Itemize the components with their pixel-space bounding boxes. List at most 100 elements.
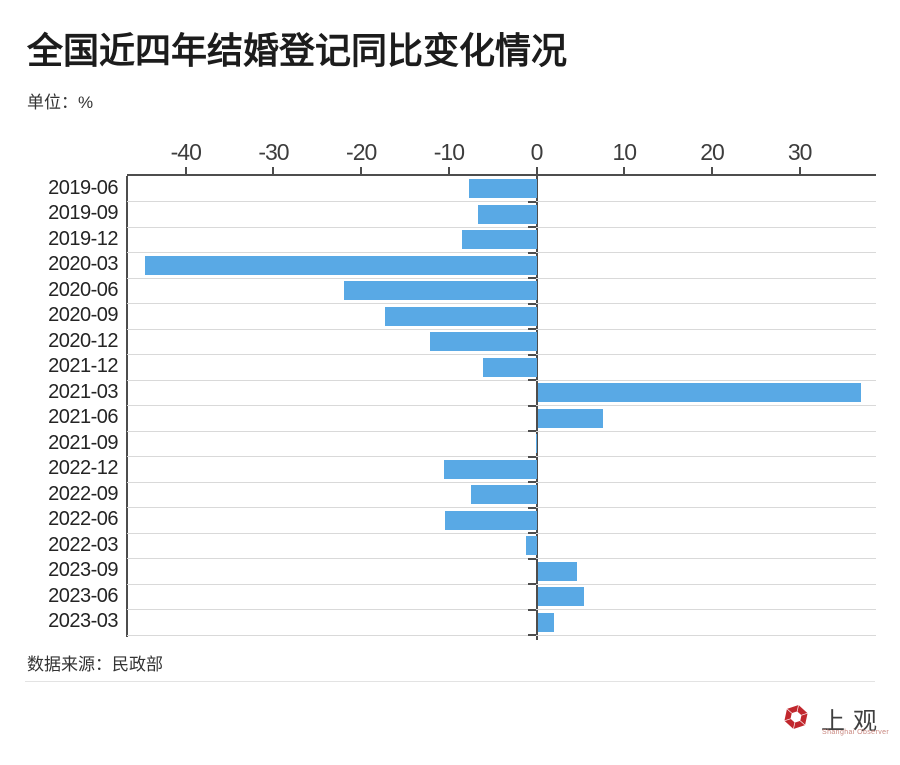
zero-axis-line: [535, 176, 538, 640]
zero-axis-tick: [527, 557, 536, 560]
x-tick-label: 0: [530, 139, 544, 165]
zero-axis-tick: [527, 379, 536, 381]
category-label: 2022-03: [48, 533, 118, 556]
zero-axis-tick: [527, 506, 536, 509]
zero-axis-tick: [527, 277, 536, 279]
x-axis-line: [127, 174, 876, 176]
x-tick-mark: [447, 167, 450, 174]
unit-label: 单位：%: [27, 93, 94, 112]
bar-2020-09: [384, 306, 537, 326]
x-tick-mark: [798, 167, 801, 174]
bar-2023-06: [537, 587, 585, 607]
left-spine: [126, 176, 128, 637]
zero-axis-tick: [527, 583, 536, 585]
bar-2020-03: [144, 255, 537, 275]
gridline: [127, 303, 876, 304]
category-label: 2021-12: [48, 355, 118, 378]
gridline: [127, 379, 876, 381]
category-label: 2023-03: [48, 610, 118, 633]
zero-axis-tick: [527, 251, 536, 254]
x-tick-label: 20: [700, 139, 725, 165]
category-label: 2019-09: [48, 202, 118, 225]
category-label: 2023-06: [48, 584, 118, 607]
bar-2023-09: [537, 561, 578, 581]
zero-axis-tick: [527, 353, 536, 356]
shanghai-observer-logo: 上观 Shanghai Observer: [783, 701, 889, 739]
gridline: [127, 252, 876, 253]
gridline: [127, 507, 876, 508]
bar-2020-06: [343, 281, 537, 301]
zero-axis-tick: [527, 532, 536, 534]
x-tick-label: 30: [787, 139, 813, 165]
category-label: 2022-12: [48, 457, 118, 480]
category-label: 2021-03: [48, 380, 118, 403]
bar-2023-03: [537, 612, 555, 632]
bar-2022-09: [470, 485, 537, 505]
category-label: 2020-09: [48, 304, 118, 327]
category-label: 2021-06: [48, 406, 118, 429]
bar-2022-06: [445, 510, 537, 530]
gridline: [127, 430, 876, 432]
category-label: 2021-09: [48, 431, 118, 454]
bar-2019-09: [477, 204, 537, 224]
bar-2022-12: [444, 459, 537, 479]
zero-axis-tick: [527, 226, 536, 228]
x-tick-label: -10: [433, 139, 465, 165]
zero-axis-tick: [527, 302, 536, 305]
category-label: 2022-06: [48, 508, 118, 531]
zero-axis-tick: [527, 481, 536, 483]
bar-2021-09: [535, 434, 537, 454]
category-label: 2020-12: [48, 329, 118, 352]
logo-hexagon-icon: [784, 704, 808, 730]
category-label: 2019-12: [48, 227, 118, 250]
category-label: 2019-06: [48, 176, 118, 199]
gridline: [127, 328, 876, 330]
gridline: [127, 609, 876, 610]
gridline: [127, 201, 876, 202]
zero-axis-tick: [527, 634, 536, 636]
gridline: [127, 405, 876, 406]
zero-axis-tick: [527, 200, 536, 203]
zero-axis-tick: [527, 430, 536, 432]
bar-2019-06: [469, 179, 537, 199]
bar-2021-12: [483, 357, 537, 377]
x-tick-label: 10: [612, 139, 637, 165]
page-title: 全国近四年结婚登记同比变化情况: [27, 30, 568, 71]
gridline: [127, 226, 876, 228]
bar-2021-03: [537, 383, 862, 403]
gridline: [127, 532, 876, 534]
category-label: 2023-09: [48, 559, 118, 582]
x-tick-mark: [535, 167, 538, 174]
gridline: [127, 354, 876, 355]
x-tick-mark: [184, 167, 187, 174]
x-tick-mark: [623, 167, 626, 174]
bar-2022-03: [526, 536, 537, 556]
bar-2020-12: [429, 332, 537, 352]
gridline: [127, 456, 876, 457]
x-tick-mark: [360, 167, 363, 174]
x-tick-label: -20: [346, 139, 377, 165]
gridline: [127, 583, 876, 585]
gridline: [127, 277, 876, 279]
zero-axis-tick: [527, 608, 536, 611]
zero-axis-tick: [527, 404, 536, 407]
x-tick-mark: [710, 167, 713, 174]
data-source-label: 数据来源：民政部: [27, 655, 163, 674]
logo-text-en: Shanghai Observer: [822, 729, 890, 736]
category-label: 2020-06: [48, 278, 118, 301]
gridline: [127, 481, 876, 483]
x-tick-label: -30: [258, 139, 289, 165]
zero-axis-tick: [527, 455, 536, 458]
bar-2019-12: [462, 230, 537, 250]
gridline: [127, 558, 876, 559]
category-label: 2020-03: [48, 253, 118, 276]
bar-2021-06: [537, 408, 604, 428]
gridline: [127, 634, 876, 636]
zero-axis-tick: [527, 328, 536, 330]
footer-divider: [25, 681, 875, 682]
x-tick-mark: [272, 167, 275, 174]
logo-text-cn: 上观: [821, 708, 885, 735]
category-label: 2022-09: [48, 482, 118, 505]
